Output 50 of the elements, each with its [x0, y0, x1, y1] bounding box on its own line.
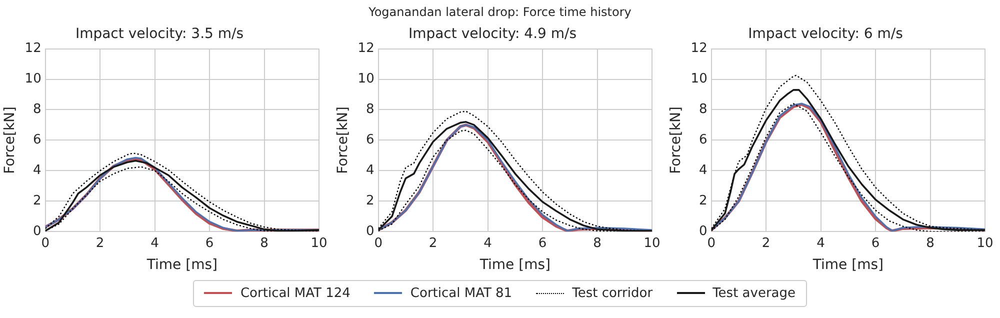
y-tick-label: 10	[690, 72, 708, 87]
legend-label: Test average	[712, 286, 796, 300]
y-tick-label: 4	[366, 163, 374, 178]
y-tick-label: 2	[33, 194, 42, 209]
y-tick-label: 2	[699, 194, 708, 209]
y-tick-label: 12	[358, 41, 374, 56]
x-tick-label: 10	[644, 236, 660, 251]
chart-title: Impact velocity: 3.5 m/s	[75, 26, 244, 42]
x-tick-label: 10	[310, 236, 328, 251]
y-tick-label: 0	[33, 224, 42, 239]
x-tick-label: 8	[926, 236, 934, 251]
x-tick-label: 4	[484, 236, 492, 251]
x-tick-label: 6	[538, 236, 547, 251]
y-tick-label: 8	[366, 102, 374, 118]
y-axis-title: Force[kN]	[2, 106, 18, 174]
y-tick-label: 8	[699, 102, 708, 118]
x-axis-title: Time [ms]	[146, 257, 218, 274]
y-tick-label: 8	[33, 102, 42, 118]
x-tick-label: 2	[428, 236, 438, 251]
y-tick-label: 10	[24, 72, 42, 87]
legend-label: Test corridor	[572, 286, 653, 300]
x-tick-label: 8	[260, 236, 268, 251]
legend-label: Cortical MAT 124	[240, 286, 350, 300]
legend-label: Cortical MAT 81	[410, 286, 512, 300]
y-tick-label: 4	[699, 163, 708, 178]
y-tick-label: 0	[699, 224, 708, 239]
x-tick-label: 8	[593, 236, 602, 251]
x-tick-label: 4	[150, 236, 159, 251]
y-tick-label: 12	[690, 41, 708, 56]
text: Yoganandan lateral drop: Force time history	[368, 5, 632, 19]
x-axis-title: Time [ms]	[478, 257, 550, 274]
y-tick-label: 6	[33, 132, 42, 148]
y-axis-title: Force[kN]	[668, 106, 684, 174]
y-axis-title: Force[kN]	[335, 106, 352, 174]
y-tick-label: 12	[24, 41, 42, 56]
x-axis-title: Time [ms]	[812, 257, 884, 274]
x-tick-label: 10	[976, 236, 994, 251]
x-tick-label: 6	[871, 236, 880, 251]
y-tick-label: 6	[699, 132, 708, 148]
y-tick-label: 6	[366, 132, 374, 148]
y-tick-label: 10	[358, 72, 374, 87]
chart-title: Impact velocity: 4.9 m/s	[408, 26, 577, 42]
y-tick-label: 0	[366, 224, 374, 239]
y-tick-label: 4	[33, 163, 42, 178]
x-tick-label: 2	[762, 236, 770, 251]
x-tick-label: 4	[816, 236, 825, 251]
x-tick-label: 2	[96, 236, 104, 251]
y-tick-label: 2	[366, 194, 374, 209]
chart-title: Impact velocity: 6 m/s	[748, 26, 903, 42]
x-tick-label: 6	[205, 236, 214, 251]
